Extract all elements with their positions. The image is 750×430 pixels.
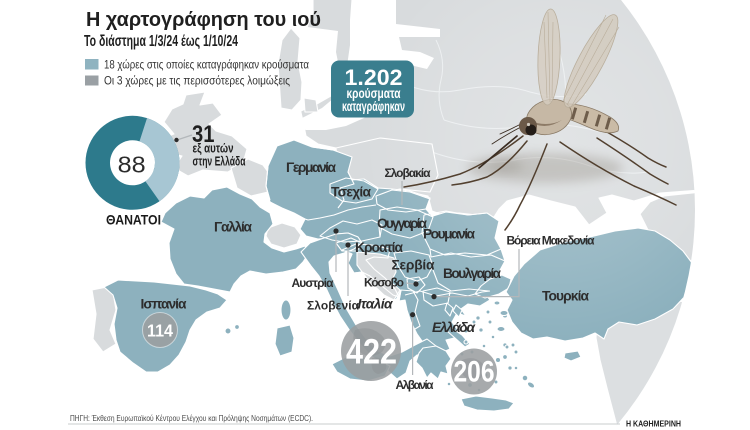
svg-text:ΠΗΓΗ: Έκθεση Ευρωπαϊκού Κέντρο: ΠΗΓΗ: Έκθεση Ευρωπαϊκού Κέντρου Ελέγχου … [70, 413, 313, 423]
svg-text:Γερμανία: Γερμανία [286, 160, 337, 175]
svg-text:Σλοβακία: Σλοβακία [385, 166, 432, 180]
svg-text:Βουλγαρία: Βουλγαρία [443, 266, 502, 281]
svg-text:31: 31 [192, 121, 215, 148]
svg-text:206: 206 [454, 356, 495, 389]
svg-text:Σλοβενία: Σλοβενία [307, 299, 360, 313]
svg-text:Γαλλία: Γαλλία [214, 220, 253, 235]
svg-text:Σερβία: Σερβία [392, 258, 436, 273]
svg-text:88: 88 [118, 152, 146, 178]
svg-text:Τσεχία: Τσεχία [331, 185, 372, 200]
svg-text:Το διάστημα 1/3/24 έως 1/10/24: Το διάστημα 1/3/24 έως 1/10/24 [84, 33, 238, 50]
svg-text:Βόρεια Μακεδονία: Βόρεια Μακεδονία [507, 233, 596, 247]
svg-text:ΘΑΝΑΤΟΙ: ΘΑΝΑΤΟΙ [106, 213, 161, 228]
svg-text:εξ αυτών: εξ αυτών [193, 142, 234, 156]
svg-text:Ισπανία: Ισπανία [141, 297, 188, 312]
svg-text:114: 114 [147, 321, 173, 341]
svg-text:Η ΚΑΘΗΜΕΡΙΝΗ: Η ΚΑΘΗΜΕΡΙΝΗ [626, 420, 681, 429]
svg-text:Αλβανία: Αλβανία [396, 378, 435, 392]
svg-text:Ουγγαρία: Ουγγαρία [377, 216, 428, 231]
svg-text:Τουρκία: Τουρκία [542, 289, 590, 304]
svg-text:καταγράφηκαν: καταγράφηκαν [342, 99, 405, 114]
svg-text:Κροατία: Κροατία [355, 240, 404, 255]
svg-text:στην Ελλάδα: στην Ελλάδα [193, 155, 246, 169]
svg-text:Οι 3 χώρες με τις περισσότερες: Οι 3 χώρες με τις περισσότερες λοιμώξεις [104, 76, 290, 88]
svg-text:18 χώρες στις οποίες καταγράφη: 18 χώρες στις οποίες καταγράφηκαν κρούσμ… [104, 59, 309, 71]
svg-text:1.202: 1.202 [345, 65, 403, 90]
svg-text:Η χαρτογράφηση του ιού: Η χαρτογράφηση του ιού [86, 9, 321, 31]
svg-text:Κόσοβο: Κόσοβο [364, 276, 404, 290]
svg-text:Ρουμανία: Ρουμανία [423, 227, 476, 242]
svg-text:Ελλάδα: Ελλάδα [432, 320, 476, 335]
svg-text:κρούσματα: κρούσματα [347, 86, 402, 101]
svg-text:Αυστρία: Αυστρία [292, 276, 335, 290]
svg-text:422: 422 [346, 333, 397, 372]
svg-text:Ιταλία: Ιταλία [358, 297, 394, 312]
